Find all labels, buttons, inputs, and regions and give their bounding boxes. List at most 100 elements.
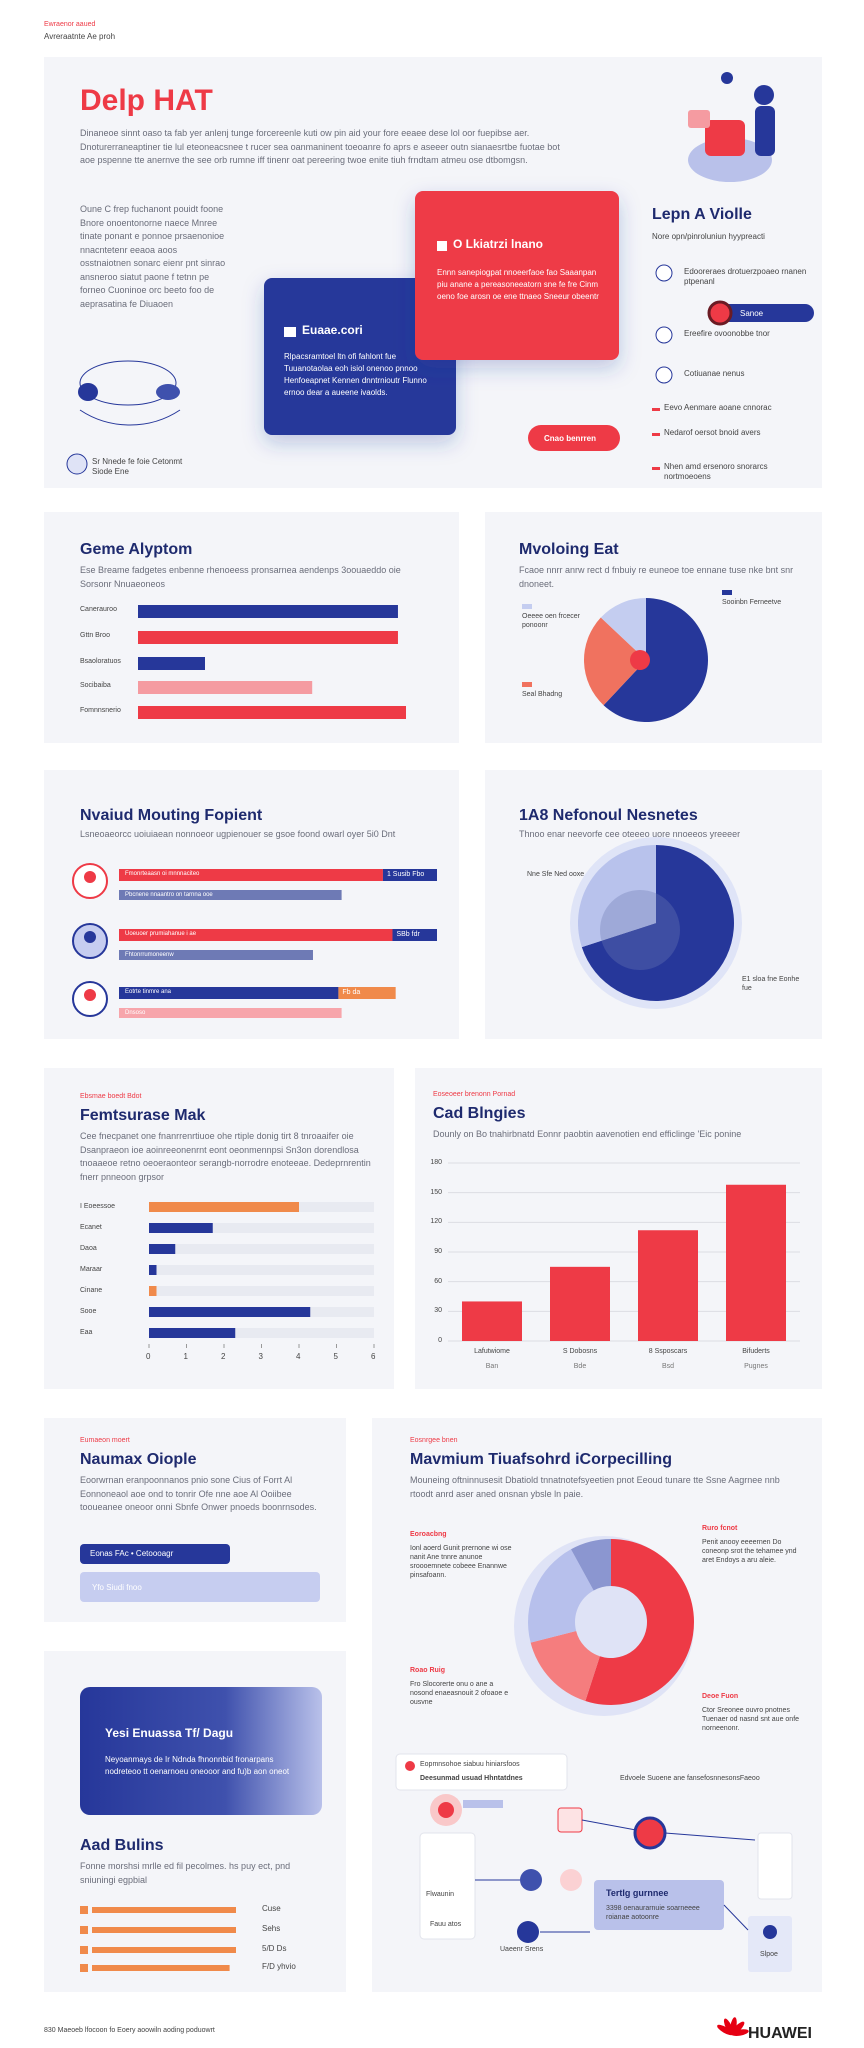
flow-box — [419, 1832, 476, 1940]
legend-label: Roao Ruig — [410, 1667, 445, 1674]
button-label[interactable]: Eonas FAc • Cetoooagr — [90, 1549, 174, 1558]
y-tick-label: Eaa — [80, 1329, 93, 1336]
bar-icon — [80, 1946, 88, 1954]
bar — [138, 657, 205, 670]
chart-title: Mvoloing Eat — [519, 541, 619, 558]
legend-label: Ruro fcnot — [702, 1525, 738, 1532]
avatar-head — [84, 989, 96, 1001]
slice — [530, 1630, 600, 1701]
legend-swatch — [522, 604, 532, 609]
footer-text: 830 Maeoeb lfocoon fo Eoery aoowiln aodi… — [44, 2027, 215, 2034]
bar-icon — [80, 1964, 88, 1972]
decor — [78, 383, 98, 401]
bar-track — [149, 1328, 374, 1338]
x-tick-label: S Dobosns — [562, 1348, 598, 1355]
x-tick-label: 5 — [333, 1352, 338, 1361]
bar — [138, 706, 406, 719]
legend-label: Nne Sfe Ned ooxe — [527, 871, 585, 878]
card-body: Rlpacsramtoel ltn ofi fahlont fue Tuuano… — [284, 352, 427, 397]
chart-title: Nvaiud Mouting Fopient — [80, 807, 263, 824]
slice — [603, 598, 709, 723]
y-tick-label: Cinane — [80, 1287, 103, 1294]
bar — [149, 1244, 176, 1254]
alert: Nhen amd ersenoro snorarcs nortmoeoens — [664, 462, 768, 482]
bar-icon — [80, 1906, 88, 1914]
y-tick-label: Daoa — [80, 1245, 97, 1252]
bar-end-label: Fb da — [342, 989, 361, 996]
y-tick-label: Socibaiba — [80, 682, 111, 689]
alert: Eevo Aenmare aoane cnnorac — [664, 403, 772, 412]
button-label[interactable]: Cnao benrren — [544, 434, 597, 443]
button[interactable] — [80, 1544, 230, 1564]
bar — [149, 1265, 157, 1275]
slice — [571, 1539, 611, 1591]
bar — [149, 1202, 299, 1212]
item-icon — [655, 326, 673, 344]
y-tick-label: Fomnnsnerio — [80, 707, 121, 714]
flow-bar — [463, 1800, 503, 1808]
flow-title: Eopmnsohoe siabuu hiniarsfoos — [420, 1761, 520, 1768]
legend-swatch — [722, 590, 732, 595]
bar — [550, 1266, 610, 1341]
decor — [79, 360, 177, 406]
y-tick-label: 0 — [438, 1337, 442, 1344]
bar-end — [382, 869, 437, 881]
section-title: Naumax Oiople — [80, 1451, 197, 1468]
decor — [79, 409, 181, 426]
bar — [149, 1307, 311, 1317]
legend-label: Oeeee oen frcecer ponoonr — [522, 613, 580, 630]
y-tick-label: Maraar — [80, 1266, 103, 1273]
chart-body: Cee fnecpanet one fnanrrenrtiuoe ohe rti… — [80, 1131, 371, 1182]
bar-label: Uoeuoer prumiahanue i ae — [125, 931, 197, 937]
alert-mark — [652, 467, 660, 470]
bar-icon — [80, 1926, 88, 1934]
bar-label: 5/D Ds — [262, 1944, 287, 1953]
blue-card — [264, 278, 456, 435]
kicker: Eoseoeer brenonn Pornad — [433, 1091, 516, 1098]
chart-subtitle: Dounly on Bo tnahirbnatd Eonnr paobtin a… — [433, 1129, 742, 1139]
flow-box — [594, 1880, 724, 1930]
flow-icon — [405, 1761, 415, 1771]
flow-node — [763, 1925, 777, 1939]
feature-card — [80, 1687, 322, 1815]
flow-node — [517, 1921, 539, 1943]
x-tick-label: 1 — [183, 1352, 188, 1361]
x-tick-note: Ban — [485, 1363, 499, 1370]
x-tick-label: 4 — [296, 1352, 301, 1361]
x-tick-note: Bde — [573, 1363, 587, 1370]
pie-inner — [600, 890, 680, 970]
bar-end — [338, 987, 396, 999]
pie-highlight — [630, 650, 650, 670]
note-box — [80, 1572, 320, 1602]
avatar — [707, 300, 733, 326]
card-icon — [284, 327, 296, 337]
legend-note: Penit anooy eeeernen Do coneonp srot the… — [702, 1539, 797, 1565]
bar-track — [149, 1286, 374, 1296]
chart-subtitle: Mouneing oftninnusesit Dbatiold tnnatnot… — [410, 1475, 780, 1499]
x-tick-note: Bsd — [661, 1363, 675, 1370]
flow-node-label: Flwaunin — [426, 1891, 455, 1898]
legend-note: Ctor Sreonee ouvro pnotnes Tuenaer od na… — [702, 1707, 800, 1733]
legend-note: Fro Slocorerte onu o ane a nosond enaeas… — [410, 1681, 509, 1707]
legend-label: E1 sloa fne Eonhe fue — [742, 976, 800, 993]
list-item: Cotiuanae nenus — [684, 369, 745, 378]
button[interactable] — [528, 425, 620, 451]
legend-swatch — [522, 682, 532, 687]
flow-node — [557, 1807, 583, 1833]
bar-label: Cuse — [262, 1904, 281, 1913]
chart-subtitle: Lsneoaeorcc uoiuiaean nonnoeor ugpienoue… — [80, 829, 396, 839]
brand: Ewraenor aaued — [44, 21, 96, 28]
legend-label: Sooinbn Ferneetve — [722, 599, 782, 606]
x-tick-label: Lafutwiome — [474, 1348, 510, 1355]
y-tick-label: Gttn Broo — [80, 632, 110, 639]
hero-body: Dinaneoe sinnt oaso ta fab yer anlenj tu… — [80, 128, 560, 165]
slice — [528, 1549, 594, 1643]
note: Yfo Siudi fnoo — [92, 1583, 142, 1592]
slice — [584, 617, 646, 706]
y-tick-label: Canerauroo — [80, 606, 117, 613]
avatar-head — [84, 871, 96, 883]
x-tick-label: 0 — [146, 1352, 151, 1361]
chart-title: Geme Alyptom — [80, 541, 193, 558]
